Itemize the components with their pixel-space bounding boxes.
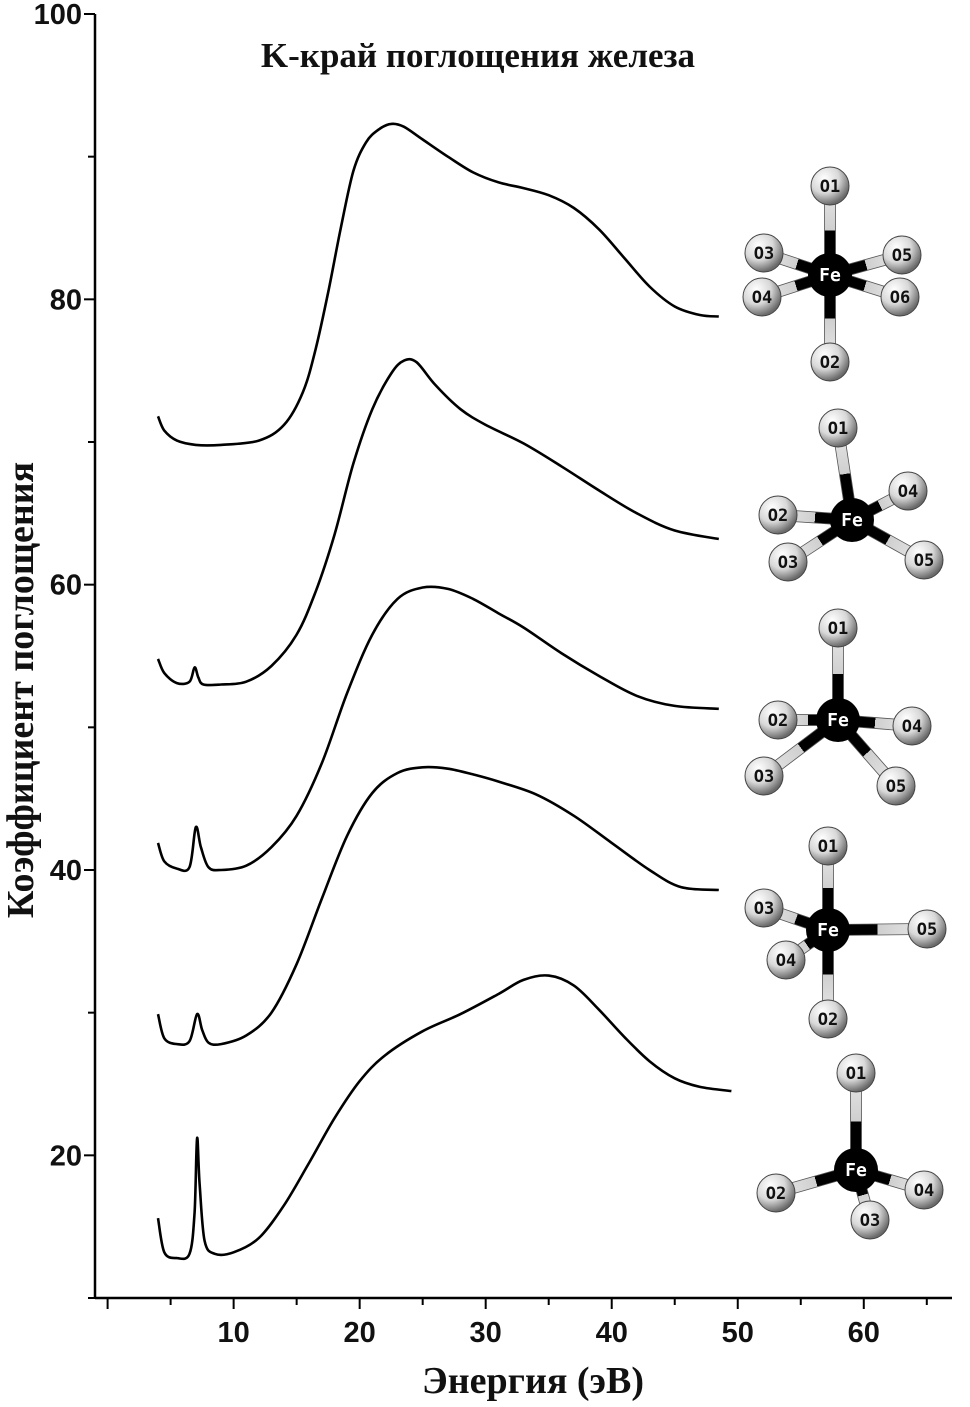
y-tick-label: 80 xyxy=(50,284,82,316)
oxygen-atom xyxy=(768,542,808,582)
series-line-2 xyxy=(156,357,720,687)
oxygen-atom xyxy=(904,1170,944,1210)
oxygen-label: O3 xyxy=(860,1211,880,1231)
y-tick-label: 100 xyxy=(34,0,82,31)
oxygen-atom xyxy=(907,909,947,949)
oxygen-label: O1 xyxy=(818,837,838,857)
x-tick-label: 50 xyxy=(722,1317,754,1349)
oxygen-label: O1 xyxy=(846,1064,866,1084)
oxygen-atom xyxy=(744,888,784,928)
x-axis-title: Энергия (эВ) xyxy=(422,1360,644,1402)
oxygen-label: O3 xyxy=(754,244,774,264)
oxygen-atom xyxy=(892,706,932,746)
oxygen-atom xyxy=(876,766,916,806)
x-tick-label: 30 xyxy=(470,1317,502,1349)
x-tick-label: 40 xyxy=(596,1317,628,1349)
oxygen-label: O6 xyxy=(890,288,910,308)
series-line-1 xyxy=(156,122,719,447)
oxygen-atom xyxy=(836,1053,876,1093)
y-tick-label: 20 xyxy=(50,1140,82,1172)
series-line-3 xyxy=(156,585,719,873)
iron-atom xyxy=(830,498,874,542)
oxygen-label: O1 xyxy=(820,177,840,197)
x-tick-label: 20 xyxy=(344,1317,376,1349)
molecule-5: O1 O2 O3 O4 Fe xyxy=(756,1053,944,1240)
oxygen-atom xyxy=(756,1173,796,1213)
iron-label: Fe xyxy=(817,920,839,941)
series-line-5 xyxy=(156,974,732,1261)
oxygen-atom xyxy=(744,756,784,796)
molecule-3: O1 O2 O3 O4 O5 Fe xyxy=(744,608,932,806)
oxygen-atom xyxy=(808,999,848,1039)
oxygen-label: O3 xyxy=(754,767,774,787)
oxygen-atom xyxy=(810,166,850,206)
molecule-4: O1 O2 O3 O4 O5 Fe xyxy=(744,826,947,1039)
oxygen-label: O1 xyxy=(828,619,848,639)
series-line-4 xyxy=(156,765,719,1047)
iron-atom xyxy=(816,698,860,742)
oxygen-label: O2 xyxy=(768,711,788,731)
oxygen-label: O2 xyxy=(768,506,788,526)
oxygen-label: O4 xyxy=(752,288,772,308)
oxygen-label: O4 xyxy=(902,717,922,737)
oxygen-label: O5 xyxy=(892,246,912,266)
oxygen-label: O2 xyxy=(766,1184,786,1204)
y-tick-label: 40 xyxy=(50,855,82,887)
oxygen-atom xyxy=(810,342,850,382)
oxygen-label: O1 xyxy=(828,419,848,439)
iron-label: Fe xyxy=(841,510,863,531)
iron-atom xyxy=(806,908,850,952)
chart-title: K-край поглощения железа xyxy=(261,36,695,75)
oxygen-label: O4 xyxy=(914,1181,934,1201)
oxygen-atom xyxy=(744,233,784,273)
oxygen-label: O5 xyxy=(886,777,906,797)
oxygen-atom xyxy=(758,700,798,740)
oxygen-atom xyxy=(888,471,928,511)
oxygen-atom xyxy=(766,940,806,980)
oxygen-atom xyxy=(850,1200,890,1240)
oxygen-atom xyxy=(742,277,782,317)
y-tick-label: 60 xyxy=(50,570,82,602)
oxygen-label: O4 xyxy=(898,482,918,502)
oxygen-label: O4 xyxy=(776,951,796,971)
molecule-2: O1 O2 O3 O4 O5 Fe xyxy=(758,408,944,582)
oxygen-atom xyxy=(758,495,798,535)
oxygen-atom xyxy=(818,408,858,448)
axes: 10 20 30 40 50 60 20 40 60 80 100 xyxy=(34,0,952,1349)
iron-label: Fe xyxy=(827,710,849,731)
y-axis-title: Коэффициент поглощения xyxy=(0,462,42,918)
iron-atom xyxy=(808,253,852,297)
series-group xyxy=(156,122,732,1261)
oxygen-label: O5 xyxy=(914,551,934,571)
molecule-1: O1 O2 O3 O4 O5 O6 Fe xyxy=(742,166,922,382)
iron-atom xyxy=(834,1148,878,1192)
x-tick-label: 10 xyxy=(217,1317,249,1349)
oxygen-label: O2 xyxy=(818,1010,838,1030)
x-tick-label: 60 xyxy=(848,1317,880,1349)
iron-label: Fe xyxy=(819,265,841,286)
oxygen-atom xyxy=(818,608,858,648)
oxygen-atom xyxy=(880,277,920,317)
oxygen-atom xyxy=(808,826,848,866)
oxygen-atom xyxy=(882,235,922,275)
iron-label: Fe xyxy=(845,1160,867,1181)
oxygen-label: O2 xyxy=(820,353,840,373)
oxygen-label: O3 xyxy=(778,553,798,573)
oxygen-atom xyxy=(904,540,944,580)
oxygen-label: O5 xyxy=(917,920,937,940)
oxygen-label: O3 xyxy=(754,899,774,919)
molecules-group: O1O2O3O4O5O6FeO1O2O3O4O5FeO1O2O3O4O5FeO1… xyxy=(742,166,947,1240)
